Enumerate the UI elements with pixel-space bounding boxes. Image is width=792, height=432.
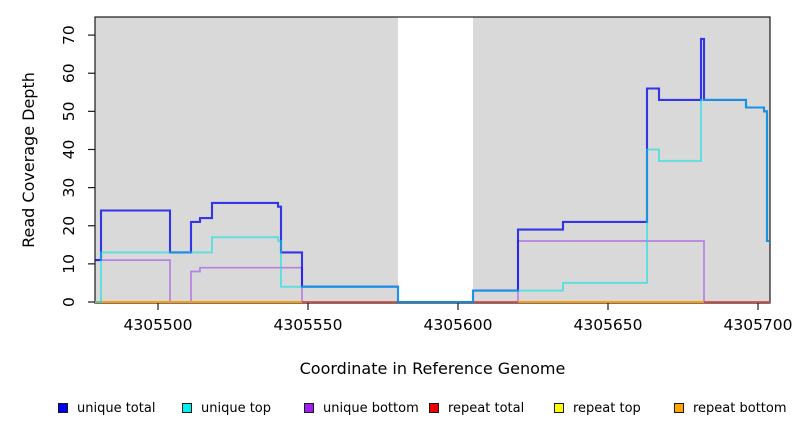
x-tick-label: 4305550 xyxy=(273,316,342,334)
legend-label: unique total xyxy=(77,400,156,416)
x-tick-label: 4305500 xyxy=(123,316,192,334)
legend-item-unique-total: unique total xyxy=(58,400,155,416)
legend-label: repeat total xyxy=(448,400,525,416)
x-axis-title: Coordinate in Reference Genome xyxy=(299,359,566,378)
legend-swatch-repeat-top xyxy=(554,403,564,413)
y-tick-label: 30 xyxy=(60,178,78,198)
legend-item-unique-top: unique top xyxy=(182,400,271,416)
legend: unique total unique top unique bottom repea… xyxy=(0,400,792,420)
x-tick-label: 4305700 xyxy=(723,316,792,334)
y-tick-label: 20 xyxy=(60,216,78,236)
legend-item-repeat-total: repeat total xyxy=(429,400,524,416)
coverage-plot: 4305500 4305550 4305600 4305650 4305700 0 10 20… xyxy=(60,16,792,334)
y-tick-label: 40 xyxy=(60,140,78,160)
legend-label: unique bottom xyxy=(323,400,419,416)
legend-label: repeat bottom xyxy=(693,400,787,416)
legend-swatch-unique-bottom xyxy=(304,403,314,413)
legend-item-unique-bottom: unique bottom xyxy=(304,400,419,416)
legend-swatch-unique-top xyxy=(182,403,192,413)
legend-swatch-repeat-total xyxy=(429,403,439,413)
y-tick-label: 0 xyxy=(60,297,78,307)
legend-item-repeat-bottom: repeat bottom xyxy=(674,400,787,416)
legend-label: repeat top xyxy=(573,400,641,416)
series-unique-top-line xyxy=(95,98,770,303)
legend-label: unique top xyxy=(201,400,272,416)
y-axis-title: Read Coverage Depth xyxy=(19,72,38,248)
y-tick-label: 60 xyxy=(60,63,78,83)
y-tick-label: 70 xyxy=(60,25,78,45)
legend-swatch-unique-total xyxy=(58,403,68,413)
x-tick-label: 4305650 xyxy=(573,316,642,334)
legend-item-repeat-top: repeat top xyxy=(554,400,641,416)
legend-swatch-repeat-bottom xyxy=(674,403,684,413)
x-tick-label: 4305600 xyxy=(423,316,492,334)
y-tick-label: 10 xyxy=(60,254,78,274)
y-tick-label: 50 xyxy=(60,101,78,121)
no-data-gap xyxy=(398,17,473,303)
